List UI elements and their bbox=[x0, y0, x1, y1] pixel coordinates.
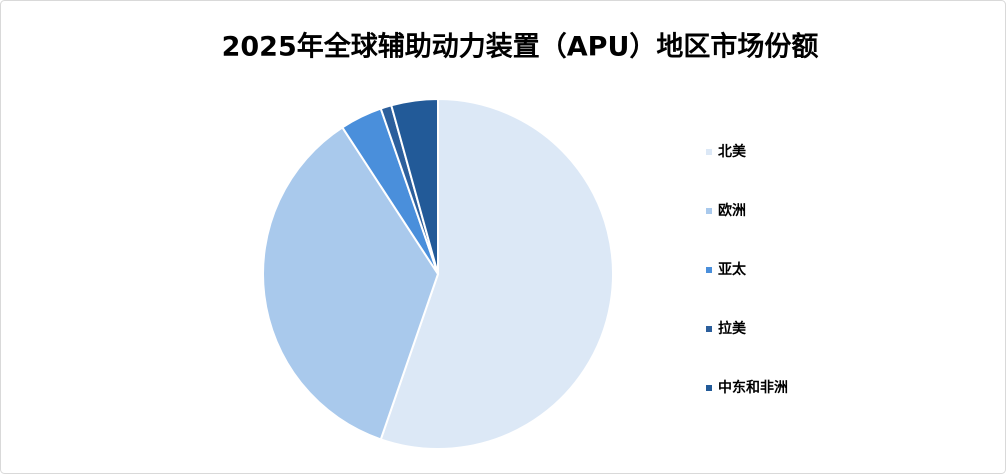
pie-slice bbox=[262, 126, 440, 441]
legend-label: 拉美 bbox=[718, 320, 747, 337]
legend-swatch bbox=[706, 267, 712, 273]
legend-label: 中东和非洲 bbox=[718, 379, 788, 396]
legend-swatch bbox=[706, 208, 712, 214]
chart-title: 2025年全球辅助动力装置（APU）地区市场份额 bbox=[222, 31, 819, 63]
legend-label: 欧洲 bbox=[718, 202, 746, 219]
legend-label: 亚太 bbox=[718, 261, 747, 278]
legend-swatch bbox=[706, 326, 712, 332]
legend-label: 北美 bbox=[718, 143, 747, 160]
legend-swatch bbox=[706, 385, 712, 391]
legend-swatch bbox=[706, 149, 712, 155]
pie-slice bbox=[390, 97, 439, 275]
